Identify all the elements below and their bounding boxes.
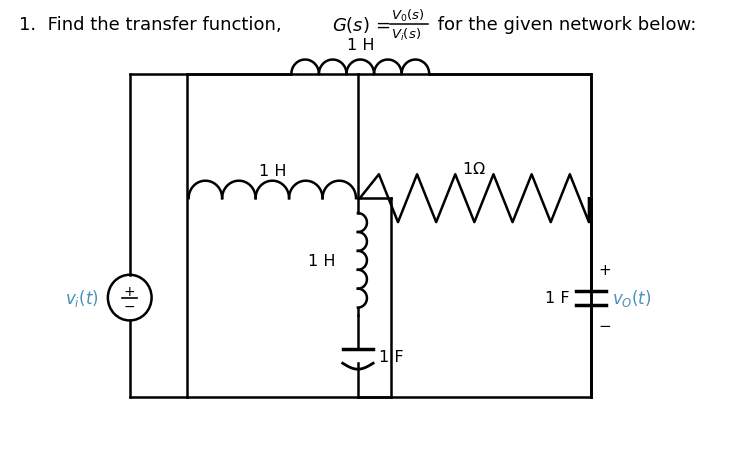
Text: $v_O(t)$: $v_O(t)$	[612, 288, 651, 308]
Text: $G(s)$: $G(s)$	[332, 15, 370, 35]
Text: −: −	[124, 299, 136, 313]
Text: 1 F: 1 F	[545, 290, 570, 306]
Text: $v_i(t)$: $v_i(t)$	[64, 288, 98, 308]
Text: 1 H: 1 H	[346, 38, 374, 52]
Text: 1$\Omega$: 1$\Omega$	[463, 161, 486, 177]
Text: 1 F: 1 F	[379, 349, 404, 364]
Text: $V_i(s)$: $V_i(s)$	[392, 27, 422, 43]
Text: =: =	[375, 16, 390, 34]
Text: for the given network below:: for the given network below:	[432, 16, 697, 34]
Text: 1 H: 1 H	[308, 253, 335, 268]
Text: +: +	[124, 284, 136, 298]
Text: 1 H: 1 H	[259, 163, 286, 178]
Text: $V_0(s)$: $V_0(s)$	[392, 8, 424, 24]
Text: −: −	[598, 318, 611, 333]
Text: 1.  Find the transfer function,: 1. Find the transfer function,	[19, 16, 281, 34]
Text: +: +	[598, 263, 611, 278]
